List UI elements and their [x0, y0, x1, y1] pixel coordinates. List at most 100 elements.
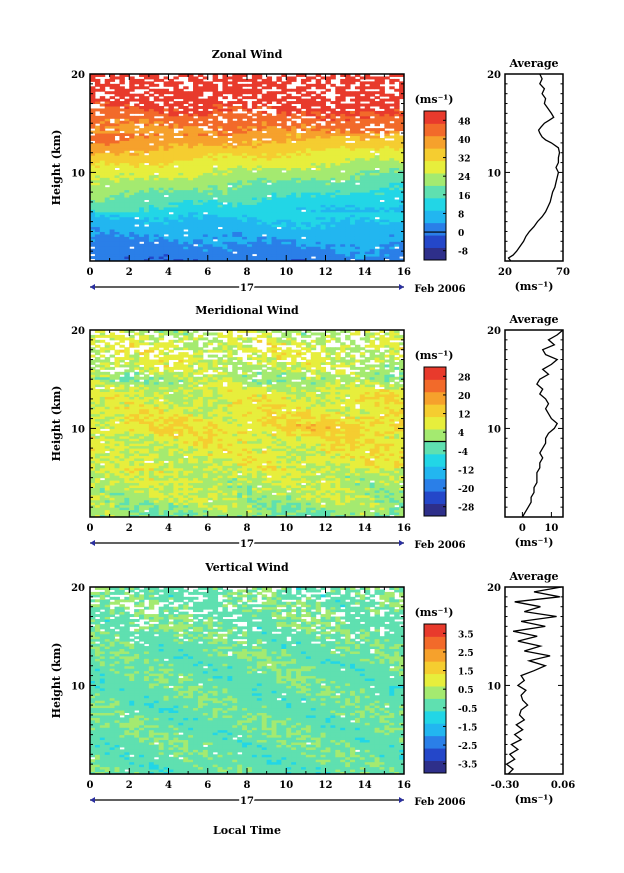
heatmap-cell — [389, 502, 395, 506]
heatmap-cell — [291, 179, 297, 183]
heatmap-cell — [178, 147, 184, 151]
heatmap-cell — [251, 81, 258, 85]
heatmap-cell — [384, 509, 390, 513]
heatmap-cell — [379, 211, 385, 215]
heatmap-cell — [379, 502, 385, 506]
heatmap-cell — [320, 133, 326, 137]
heatmap-cell — [369, 130, 376, 134]
heatmap-cell — [384, 169, 390, 173]
heatmap-cell — [374, 197, 380, 200]
heatmap-cell — [222, 258, 228, 262]
heatmap-cell — [379, 184, 385, 188]
heatmap-cell — [389, 187, 395, 191]
heatmap-cell — [90, 221, 96, 225]
heatmap-cell — [217, 243, 223, 247]
heatmap-cell — [227, 204, 233, 208]
heatmap-cell — [276, 105, 282, 109]
heatmap-cell — [261, 177, 268, 181]
colorbar-swatch — [424, 160, 446, 174]
heatmap-cell — [109, 258, 116, 262]
heatmap-cell — [119, 197, 125, 200]
heatmap-cell — [153, 504, 160, 508]
heatmap-cell — [389, 174, 395, 178]
heatmap-cell — [114, 189, 120, 193]
heatmap-cell — [345, 238, 351, 242]
heatmap-cell — [90, 174, 96, 178]
heatmap-cell — [232, 206, 238, 210]
heatmap-cell — [94, 507, 101, 511]
heatmap-cell — [281, 182, 287, 186]
heatmap-cell — [345, 229, 351, 232]
heatmap-cell — [124, 238, 130, 242]
heatmap-cell — [266, 216, 273, 220]
heatmap-cell — [315, 145, 322, 149]
heatmap-cell — [364, 258, 371, 262]
colorbar-tick-label: 24 — [458, 173, 471, 183]
heatmap-cell — [286, 219, 292, 223]
heatmap-cell — [251, 221, 258, 225]
heatmap-cell — [330, 231, 336, 235]
heatmap-cell — [394, 253, 400, 257]
heatmap-cell — [109, 123, 116, 127]
heatmap-cell — [374, 123, 380, 127]
heatmap-cell — [237, 246, 243, 250]
heatmap-cell — [168, 150, 174, 154]
heatmap-cell — [305, 147, 312, 151]
heatmap-cell — [369, 233, 376, 237]
heatmap-cell — [99, 229, 106, 232]
heatmap-cell — [354, 145, 361, 149]
heatmap-cell — [124, 98, 130, 102]
heatmap-cell — [173, 108, 179, 112]
heatmap-cell — [276, 78, 282, 82]
heatmap-cell — [276, 241, 282, 245]
heatmap-cell — [389, 113, 395, 117]
heatmap-cell — [139, 128, 145, 132]
heatmap-cell — [354, 514, 361, 518]
heatmap-cell — [330, 224, 336, 228]
heatmap-cell — [330, 128, 336, 132]
heatmap-cell — [197, 201, 204, 205]
heatmap-cell — [99, 499, 106, 503]
heatmap-cell — [315, 83, 322, 87]
heatmap-cell — [281, 229, 287, 232]
heatmap-cell — [217, 177, 223, 181]
heatmap-cell — [281, 113, 287, 117]
heatmap-cell — [90, 182, 96, 186]
heatmap-cell — [350, 187, 356, 191]
heatmap-cell — [119, 103, 125, 107]
heatmap-cell — [374, 103, 380, 107]
heatmap-cell — [104, 172, 111, 176]
heatmap-cell — [90, 123, 96, 127]
heatmap-cell — [193, 199, 199, 203]
heatmap-cell — [291, 162, 297, 166]
heatmap-cell — [300, 172, 307, 176]
heatmap-cell — [237, 251, 243, 255]
heatmap-cell — [202, 253, 209, 257]
heatmap-cell — [345, 251, 351, 255]
heatmap-cell — [188, 165, 194, 168]
heatmap-cell — [237, 194, 243, 198]
heatmap-cell — [242, 246, 248, 250]
heatmap-cell — [168, 258, 174, 262]
heatmap-cell — [276, 135, 282, 139]
heatmap-cell — [134, 118, 140, 122]
heatmap-cell — [359, 160, 366, 164]
heatmap-cell — [364, 103, 371, 107]
heatmap-cell — [271, 130, 277, 134]
heatmap-cell — [153, 231, 160, 235]
heatmap-cell — [300, 502, 307, 506]
heatmap-cell — [143, 103, 150, 107]
heatmap-cell — [335, 182, 341, 186]
heatmap-cell — [109, 236, 116, 240]
heatmap-cell — [158, 512, 165, 516]
heatmap-cell — [193, 113, 199, 117]
heatmap-cell — [222, 145, 228, 149]
heatmap-cell — [325, 499, 331, 503]
heatmap-cell — [232, 174, 238, 178]
heatmap-cell — [99, 214, 106, 218]
heatmap-cell — [364, 105, 371, 109]
heatmap-cell — [202, 150, 209, 154]
heatmap-cell — [374, 201, 380, 205]
heatmap-cell — [261, 78, 268, 82]
heatmap-cell — [168, 182, 174, 186]
